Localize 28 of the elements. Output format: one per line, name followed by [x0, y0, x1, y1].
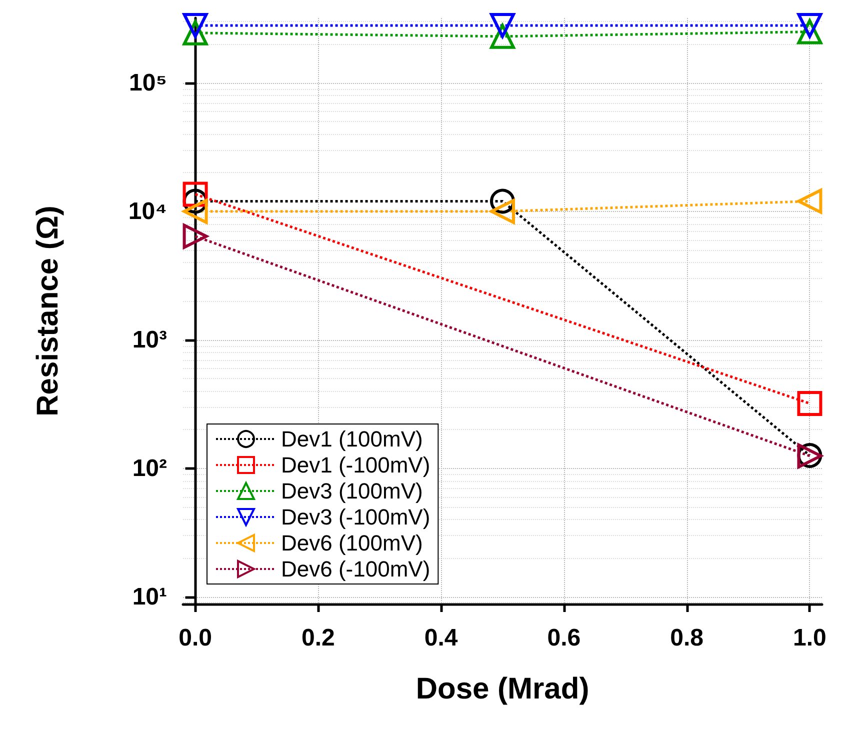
point: [182, 224, 208, 249]
y-tick-label: 10³: [132, 326, 168, 354]
x-tick-label: 0.0: [178, 624, 212, 652]
x-tick-label: 0.6: [547, 624, 581, 652]
point: [490, 198, 515, 224]
x-tick-label: 0.4: [424, 624, 458, 652]
y-axis-title: Resistance (Ω): [32, 206, 64, 416]
point: [797, 12, 822, 38]
point: [490, 12, 515, 38]
y-tick-label: 10¹: [132, 583, 168, 610]
x-tick-label: 1.0: [793, 624, 826, 652]
legend-label: Dev3 (-100mV): [281, 504, 430, 530]
x-tick-label: 0.2: [301, 624, 335, 652]
y-tick-label: 10⁴: [128, 198, 167, 225]
legend-label: Dev1 (100mV): [281, 426, 423, 452]
point: [797, 188, 822, 214]
legend-label: Dev6 (-100mV): [281, 556, 430, 582]
point: [182, 12, 208, 38]
legend-label: Dev6 (100mV): [281, 530, 423, 556]
point: [490, 24, 515, 49]
legend-label: Dev1 (-100mV): [281, 452, 430, 478]
x-axis-title: Dose (Mrad): [416, 672, 590, 706]
x-tick-label: 0.8: [670, 624, 704, 652]
point: [182, 198, 208, 224]
y-tick-label: 10⁵: [129, 69, 167, 96]
y-tick-label: 10²: [132, 454, 168, 482]
point: [797, 390, 822, 416]
legend-label: Dev3 (100mV): [281, 478, 423, 504]
